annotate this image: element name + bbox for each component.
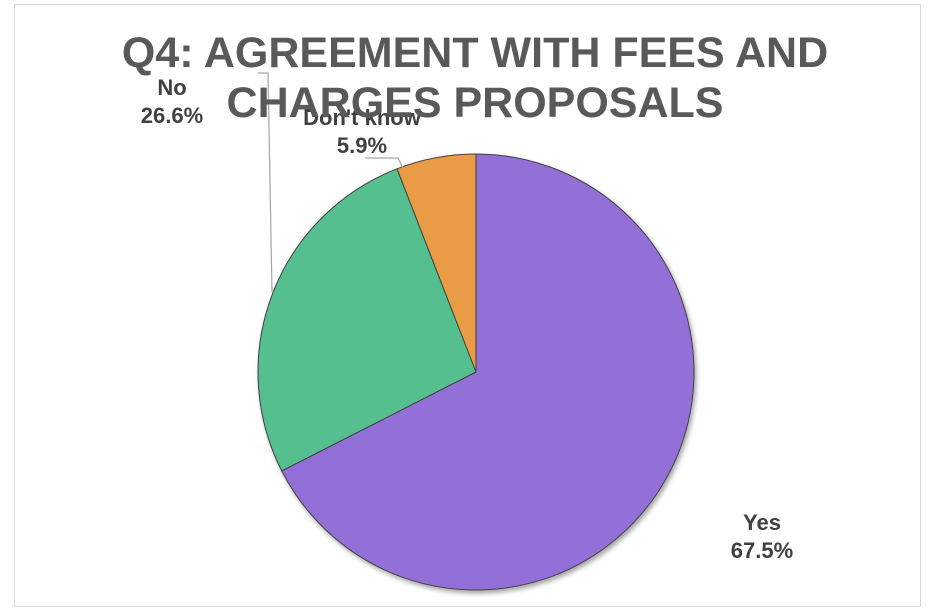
leader-lines <box>258 72 404 293</box>
slice-label-value: 26.6% <box>141 103 203 128</box>
slice-label-no: No 26.6% <box>141 75 203 128</box>
leader-line-no <box>258 72 273 293</box>
pie-slices <box>257 153 695 591</box>
pie-slice-don-t-know <box>396 153 477 373</box>
slice-label-name: Yes <box>743 510 781 535</box>
leader-line-don-t-know <box>365 157 404 169</box>
slice-label-name: No <box>157 75 186 100</box>
slice-label-name: Don't know <box>303 105 422 130</box>
slice-label-don-t-know: Don't know 5.9% <box>303 105 422 158</box>
slice-labels: Yes 67.5% No 26.6% Don't know 5.9% <box>141 75 793 563</box>
slice-label-value: 67.5% <box>731 538 793 563</box>
pie-slice-yes <box>281 153 695 591</box>
chart-title: Q4: AGREEMENT WITH FEES AND CHARGES PROP… <box>121 29 829 127</box>
pie-slice-no <box>257 168 477 472</box>
slice-label-value: 5.9% <box>337 133 387 158</box>
slice-label-yes: Yes 67.5% <box>731 510 793 563</box>
